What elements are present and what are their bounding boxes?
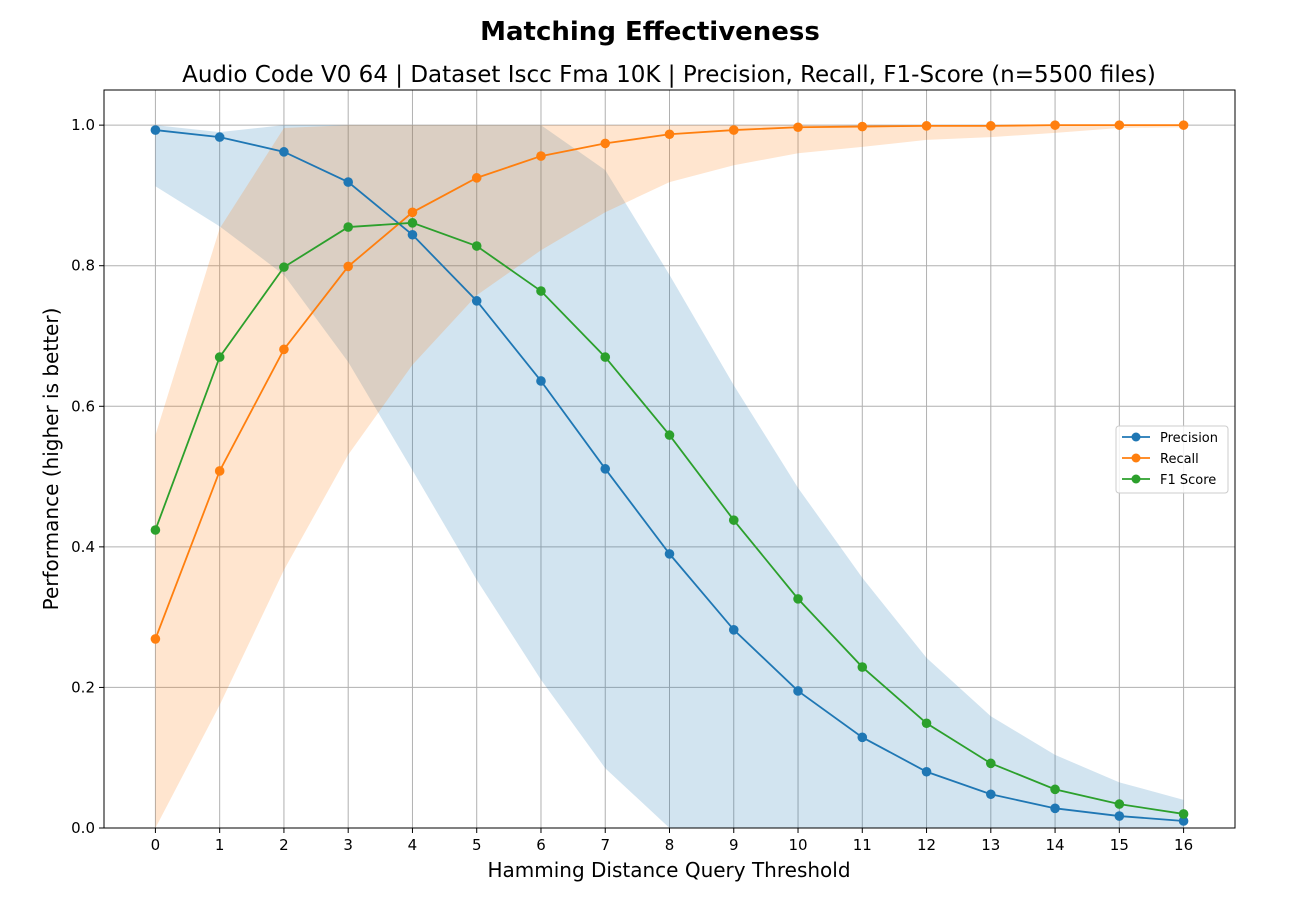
data-point-recall: [1178, 120, 1189, 130]
data-point-recall: [279, 344, 289, 355]
data-point-recall: [600, 138, 611, 149]
x-tick-label: 8: [665, 836, 675, 854]
data-point-precision: [1178, 816, 1189, 826]
y-tick-label: 0.6: [71, 397, 95, 415]
data-point-precision: [279, 147, 289, 157]
x-tick-label: 0: [151, 836, 161, 854]
data-point-recall: [986, 121, 996, 131]
y-tick-label: 0.0: [71, 819, 95, 837]
data-point-recall: [536, 151, 546, 161]
data-point-recall: [1050, 120, 1060, 130]
x-tick-label: 1: [215, 836, 225, 854]
data-point-f1-score: [343, 222, 353, 232]
data-point-precision: [1114, 811, 1125, 821]
legend-marker: [1131, 474, 1141, 484]
y-tick-label: 0.2: [71, 678, 95, 696]
data-point-recall: [857, 121, 868, 132]
data-point-precision: [857, 732, 868, 743]
data-point-f1-score: [986, 758, 996, 769]
ticks: 0 1 2 3 4 5 6 7 8 9 10 11 12 13 14 15 160.00.20.40.60.81…: [71, 116, 1193, 854]
x-tick-label: 6: [536, 836, 546, 854]
x-tick-label: 11: [853, 836, 872, 854]
data-point-recall: [214, 466, 225, 476]
data-point-f1-score: [1178, 809, 1189, 819]
data-point-recall: [728, 125, 739, 135]
legend-label: Precision: [1160, 431, 1218, 446]
data-point-f1-score: [857, 662, 868, 672]
data-point-precision: [600, 464, 611, 474]
data-point-precision: [214, 132, 225, 142]
data-point-precision: [343, 177, 353, 187]
legend: Precision Recall F1 Score: [1115, 425, 1229, 494]
data-point-precision: [793, 686, 803, 696]
data-point-f1-score: [214, 352, 225, 362]
data-point-precision: [1050, 803, 1060, 814]
x-tick-label: 7: [600, 836, 610, 854]
data-point-recall: [1114, 120, 1125, 130]
y-tick-label: 1.0: [71, 116, 95, 134]
x-tick-label: 15: [1110, 836, 1129, 854]
data-point-precision: [150, 125, 161, 135]
data-point-recall: [793, 122, 803, 133]
legend-label: F1 Score: [1160, 473, 1216, 488]
data-point-recall: [471, 173, 482, 183]
data-point-f1-score: [536, 286, 546, 296]
data-point-f1-score: [793, 594, 803, 604]
x-tick-label: 3: [343, 836, 353, 854]
x-tick-label: 2: [279, 836, 289, 854]
legend-marker: [1131, 453, 1141, 463]
data-point-precision: [986, 789, 996, 800]
y-axis-label: Performance (higher is better): [39, 308, 63, 611]
data-point-f1-score: [279, 262, 289, 272]
legend-box: [1115, 425, 1229, 494]
data-point-precision: [471, 296, 482, 306]
data-point-f1-score: [1114, 799, 1125, 809]
data-point-recall: [150, 634, 161, 644]
data-point-precision: [664, 549, 675, 559]
data-point-recall: [664, 129, 675, 140]
data-point-recall: [407, 207, 418, 218]
data-point-precision: [921, 766, 932, 777]
x-tick-label: 9: [729, 836, 739, 854]
legend-marker: [1131, 432, 1141, 442]
bands: [155, 125, 1184, 828]
data-point-precision: [536, 376, 546, 386]
confidence-band-recall: [155, 125, 1184, 828]
data-point-f1-score: [471, 241, 482, 251]
x-axis-label: Hamming Distance Query Threshold: [487, 858, 850, 882]
x-tick-label: 14: [1046, 836, 1065, 854]
data-point-recall: [921, 121, 932, 131]
data-point-f1-score: [1050, 784, 1060, 795]
x-tick-label: 12: [917, 836, 936, 854]
x-tick-label: 13: [981, 836, 1000, 854]
x-tick-label: 4: [408, 836, 418, 854]
data-point-f1-score: [150, 525, 161, 535]
legend-label: Recall: [1160, 452, 1199, 467]
data-point-f1-score: [407, 218, 418, 228]
data-point-precision: [728, 624, 739, 635]
data-point-f1-score: [921, 718, 932, 729]
y-tick-label: 0.4: [71, 538, 95, 556]
chart-title: Matching Effectiveness: [480, 17, 820, 47]
x-tick-label: 16: [1174, 836, 1193, 854]
data-point-f1-score: [664, 430, 675, 440]
plot-frame: [103, 89, 1236, 829]
data-point-precision: [407, 229, 418, 240]
data-point-recall: [343, 261, 353, 272]
series-lines: [150, 120, 1189, 826]
chart-subtitle: Audio Code V0 64 | Dataset Iscc Fma 10K …: [182, 62, 1156, 88]
x-tick-label: 10: [788, 836, 807, 854]
y-tick-label: 0.8: [71, 257, 95, 275]
x-tick-label: 5: [472, 836, 482, 854]
confidence-band-precision: [155, 125, 1184, 828]
data-point-f1-score: [600, 352, 611, 362]
data-point-f1-score: [728, 515, 739, 525]
